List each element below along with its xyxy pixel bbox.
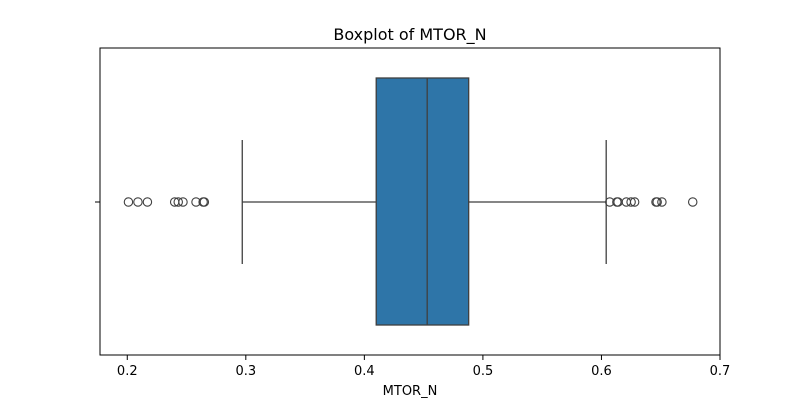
outlier-group [123,197,698,207]
outlier-point [629,197,640,207]
outlier-point [133,197,143,207]
x-tick-label: 0.2 [117,364,138,379]
box-group [241,77,607,326]
outlier-point [652,197,662,207]
outlier-point [178,197,188,207]
x-tick-label: 0.7 [710,364,731,379]
chart-title: Boxplot of MTOR_N [333,25,486,45]
outlier-point [657,197,667,207]
x-axis: 0.2 0.3 0.4 0.5 0.6 0.7 [117,355,730,379]
x-axis-label: MTOR_N [383,384,438,399]
outlier-point [687,197,698,207]
outlier-point [123,197,134,207]
outlier-point [173,197,183,207]
x-tick-label: 0.4 [354,364,375,379]
outlier-point [142,197,153,207]
x-tick-label: 0.5 [473,364,494,379]
outlier-point [199,197,210,207]
x-tick-label: 0.3 [235,364,256,379]
x-tick-label: 0.6 [591,364,612,379]
outlier-point [626,197,636,207]
iqr-box [375,77,470,326]
